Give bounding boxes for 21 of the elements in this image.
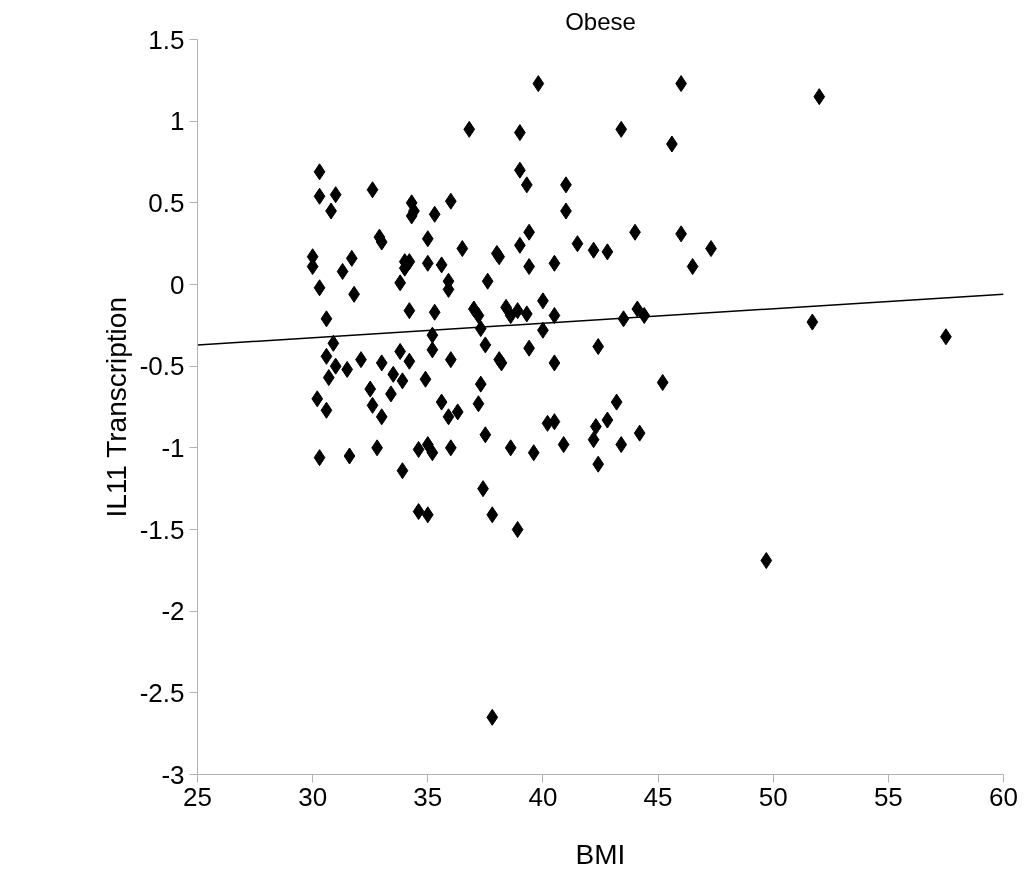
x-tick-label: 35 [413, 781, 443, 812]
x-tick-label: 55 [873, 781, 903, 812]
chart-title: Obese [565, 7, 636, 35]
x-tick-label: 60 [989, 781, 1018, 812]
y-tick-label: 1.5 [148, 24, 185, 55]
y-tick-label: -2 [161, 596, 185, 627]
y-tick-label: -1 [161, 432, 185, 463]
x-tick-label: 25 [183, 781, 212, 812]
y-tick-label: 0.5 [148, 187, 185, 218]
y-tick-label: 1 [170, 106, 185, 137]
y-tick-label: -3 [161, 759, 185, 790]
y-tick-label: -1.5 [139, 514, 185, 545]
y-axis-title: IL11 Transcription [100, 297, 132, 518]
x-tick-label: 45 [643, 781, 673, 812]
y-tick-label: -0.5 [139, 351, 185, 382]
x-axis-title: BMI [575, 838, 626, 870]
y-tick-label: 0 [170, 269, 185, 300]
x-tick-label: 30 [298, 781, 328, 812]
y-tick-label: -2.5 [139, 677, 185, 708]
x-tick-label: 50 [758, 781, 788, 812]
x-tick-label: 40 [528, 781, 558, 812]
